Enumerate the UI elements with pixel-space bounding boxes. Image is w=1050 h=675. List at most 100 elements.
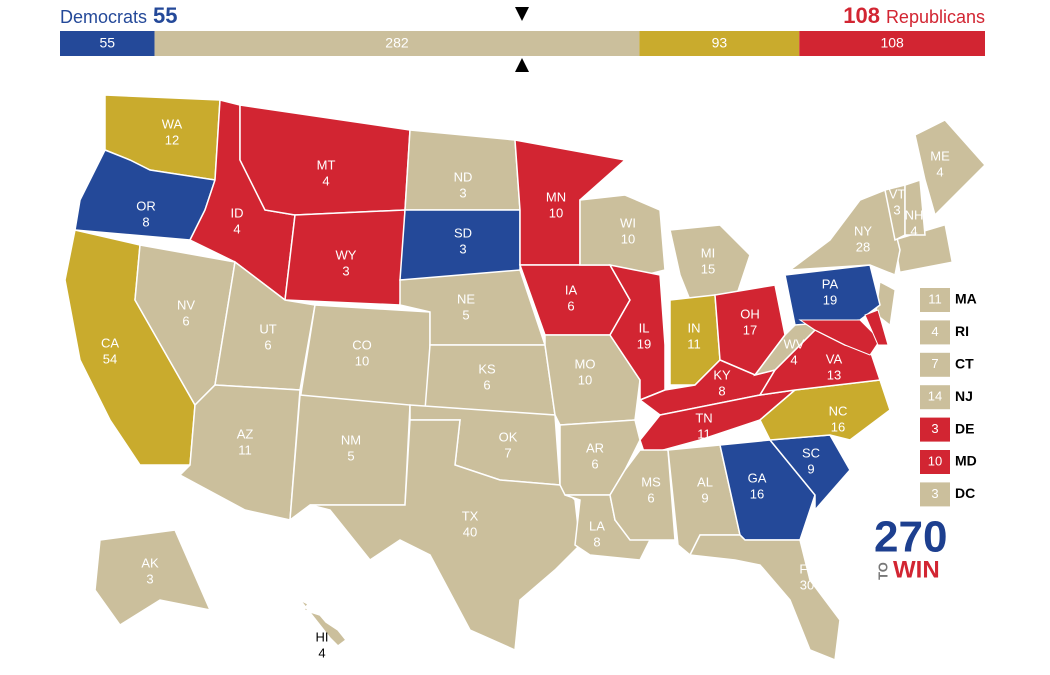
state-votes: 40 — [463, 524, 477, 539]
state — [798, 319, 881, 356]
state-abbr: IN — [688, 320, 701, 335]
small-state-abbr: MD — [955, 453, 977, 469]
state-votes: 19 — [637, 336, 651, 351]
small-state-box — [920, 288, 950, 312]
state-votes: 11 — [687, 336, 701, 351]
state-votes: 8 — [718, 383, 725, 398]
header: 55 282 93 108 Democrats 55 Republicans 108 — [60, 3, 985, 56]
state-votes: 10 — [549, 205, 563, 220]
state-votes: 3 — [459, 241, 466, 256]
state-abbr: AR — [586, 440, 604, 455]
left-label: Democrats — [60, 7, 147, 27]
state-votes: 30 — [800, 577, 814, 592]
small-state-abbr: RI — [955, 323, 969, 339]
state-abbr: VA — [826, 351, 843, 366]
state-abbr: MT — [317, 157, 336, 172]
small-state-votes: 3 — [931, 486, 938, 501]
state — [688, 534, 841, 662]
right-total: 108 — [843, 3, 880, 28]
bar-segment — [60, 31, 155, 56]
state-abbr: WY — [336, 247, 357, 262]
logo-to: TO — [875, 562, 890, 580]
small-state-votes: 4 — [931, 324, 938, 339]
state-abbr: VT — [889, 186, 906, 201]
state-votes: 3 — [146, 571, 153, 586]
state-abbr: KY — [713, 367, 731, 382]
state-abbr: NE — [457, 291, 475, 306]
marker-up — [515, 58, 529, 72]
state-votes: 17 — [743, 322, 757, 337]
state-votes: 9 — [701, 490, 708, 505]
state — [609, 449, 676, 541]
state-abbr: LA — [589, 518, 605, 533]
state-abbr: IL — [639, 320, 650, 335]
state-abbr: CO — [352, 337, 372, 352]
state-abbr: NV — [177, 297, 195, 312]
state-votes: 16 — [750, 486, 764, 501]
state-votes: 15 — [701, 261, 715, 276]
small-state-abbr: DE — [955, 420, 974, 436]
small-state-box — [920, 385, 950, 410]
small-state-box — [920, 352, 950, 377]
state-abbr: AK — [141, 555, 159, 570]
state-abbr: TX — [462, 508, 479, 523]
small-state-votes: 10 — [928, 453, 942, 468]
state-abbr: ND — [454, 169, 473, 184]
state-votes: 54 — [103, 351, 117, 366]
state-abbr: HI — [316, 629, 329, 644]
state — [787, 188, 901, 277]
right-label: Republicans — [886, 7, 985, 27]
small-state-votes: 3 — [931, 421, 938, 436]
segment-label: 108 — [880, 35, 904, 51]
state-abbr: TN — [695, 410, 712, 425]
state-votes: 3 — [342, 263, 349, 278]
small-state-votes: 14 — [928, 389, 942, 404]
state — [864, 309, 889, 346]
state-votes: 4 — [233, 221, 240, 236]
state-abbr: GA — [748, 470, 767, 485]
state-votes: 6 — [182, 313, 189, 328]
state-abbr: NM — [341, 432, 361, 447]
small-state-box — [920, 450, 950, 474]
state — [214, 260, 316, 391]
state-abbr: FL — [799, 561, 814, 576]
state-abbr: MN — [546, 189, 566, 204]
state — [94, 529, 212, 627]
state-votes: 8 — [593, 534, 600, 549]
state-abbr: AZ — [237, 426, 254, 441]
state-abbr: ME — [930, 148, 950, 163]
state-abbr: SD — [454, 225, 472, 240]
state-votes: 6 — [483, 377, 490, 392]
small-state-abbr: MA — [955, 291, 977, 307]
state-votes: 10 — [578, 372, 592, 387]
marker-down — [515, 7, 529, 21]
state-votes: 6 — [591, 456, 598, 471]
state-votes: 10 — [355, 353, 369, 368]
small-state-votes: 11 — [928, 291, 942, 306]
state-votes: 4 — [790, 352, 797, 367]
state-votes: 6 — [567, 298, 574, 313]
state-abbr: WA — [162, 116, 183, 131]
state-votes: 4 — [936, 164, 943, 179]
state-votes: 11 — [238, 442, 252, 457]
small-state-box — [920, 482, 950, 507]
state-votes: 4 — [318, 645, 325, 660]
state-abbr: OR — [136, 198, 156, 213]
state-abbr: AL — [697, 474, 713, 489]
logo-win: WIN — [893, 556, 940, 583]
state-abbr: WV — [784, 336, 805, 351]
state-votes: 6 — [264, 337, 271, 352]
state-votes: 4 — [910, 223, 917, 238]
state-votes: 5 — [462, 307, 469, 322]
state-abbr: SC — [802, 445, 820, 460]
state-abbr: UT — [259, 321, 276, 336]
logo-number: 270 — [874, 513, 947, 562]
state-abbr: PA — [822, 276, 839, 291]
state-votes: 5 — [347, 448, 354, 463]
bar-segment — [639, 31, 800, 56]
state-votes: 7 — [504, 445, 511, 460]
segment-label: 282 — [385, 35, 409, 51]
state-abbr: IA — [565, 282, 578, 297]
